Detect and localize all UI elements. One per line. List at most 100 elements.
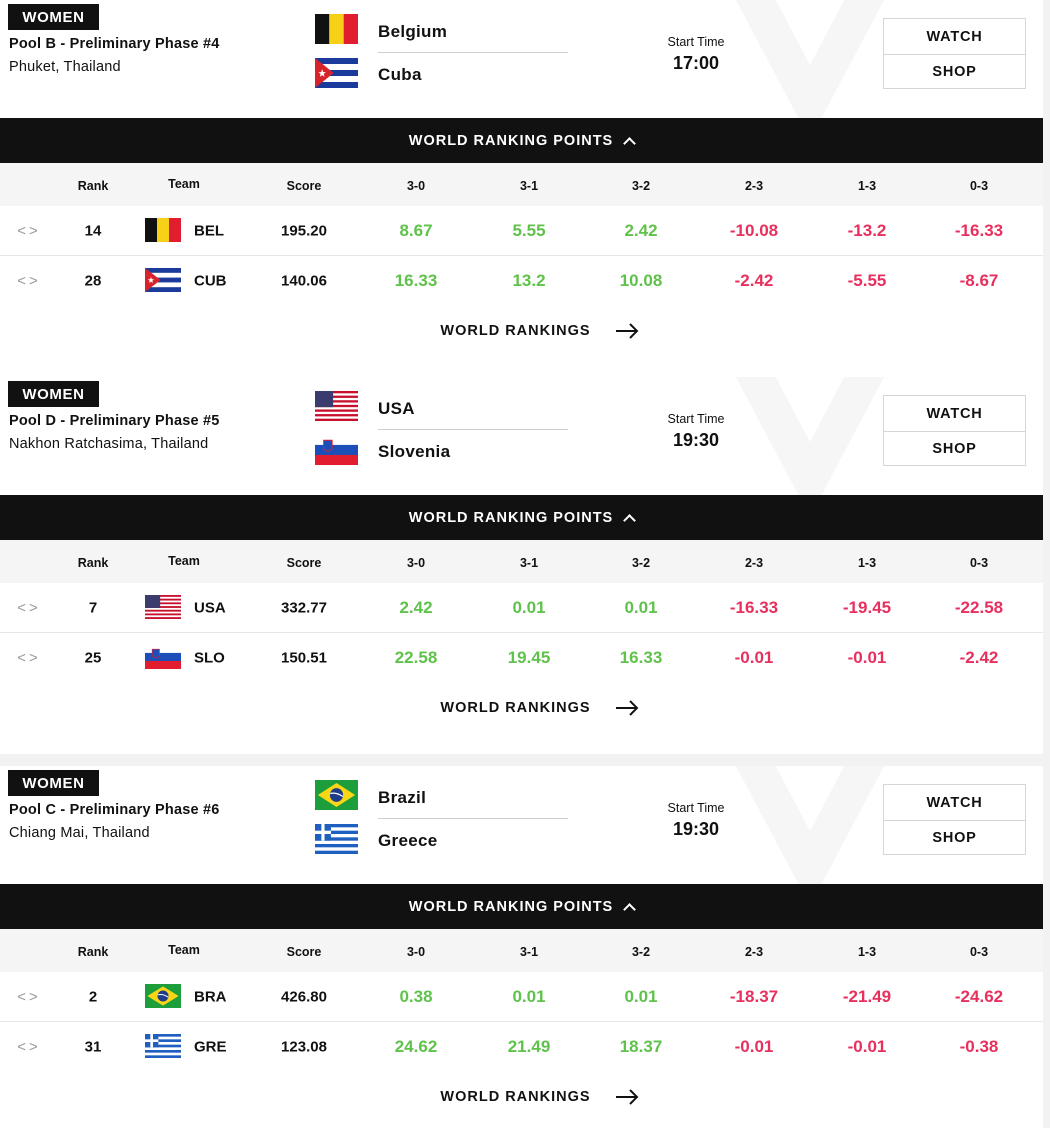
points-3-2: 2.42 xyxy=(624,220,658,240)
shop-button[interactable]: SHOP xyxy=(884,431,1025,466)
team-divider xyxy=(378,52,568,53)
action-buttons: WATCH SHOP xyxy=(883,18,1026,89)
team-a-name: USA xyxy=(378,399,415,418)
world-ranking-points-toggle[interactable]: WORLD RANKING POINTS xyxy=(0,495,1043,540)
arrow-right-icon xyxy=(615,700,638,716)
category-badge: WOMEN xyxy=(8,4,99,30)
points-3-0: 0.38 xyxy=(399,986,433,1006)
usa-flag xyxy=(145,595,181,619)
points-0-3: -8.67 xyxy=(959,271,999,290)
chevron-left-right-icon[interactable]: <> xyxy=(17,599,41,616)
world-ranking-points-toggle[interactable]: WORLD RANKING POINTS xyxy=(0,118,1043,163)
watch-button[interactable]: WATCH xyxy=(926,794,983,811)
points-0-3: -0.38 xyxy=(959,1037,999,1056)
chevron-left-right-icon[interactable]: <> xyxy=(17,272,41,290)
table-row: <> 14 BEL 195.20 8.67 5.55 2.42 -10.08 -… xyxy=(0,206,1043,256)
match-card: WOMEN Pool C - Preliminary Phase #6 Chia… xyxy=(0,766,1043,1128)
header-2-3: 2-3 xyxy=(744,556,764,570)
header-rank: Rank xyxy=(77,945,109,959)
table-row: <> 25 SLO 150.51 22.58 19.45 16.33 -0.01… xyxy=(0,633,1043,683)
points-3-2: 0.01 xyxy=(624,986,658,1006)
brazil-flag xyxy=(145,984,181,1008)
points-table-header: Rank Team Score 3-0 3-1 3-2 2-3 1-3 0-3 xyxy=(0,929,1043,972)
header-2-3: 2-3 xyxy=(744,179,764,193)
points-3-2: 10.08 xyxy=(619,271,663,290)
team-code: BEL xyxy=(194,222,224,239)
start-time: 19:30 xyxy=(672,430,720,450)
header-score: Score xyxy=(286,179,322,193)
points-3-1: 21.49 xyxy=(507,1037,551,1056)
chevron-up-icon xyxy=(623,902,637,916)
points-table-header: Rank Team Score 3-0 3-1 3-2 2-3 1-3 0-3 xyxy=(0,540,1043,583)
chevron-left-right-icon[interactable]: <> xyxy=(17,222,41,239)
watch-button[interactable]: WATCH xyxy=(926,28,983,45)
header-0-3: 0-3 xyxy=(969,945,989,959)
points-1-3: -13.2 xyxy=(847,220,887,240)
world-rankings-link[interactable]: WORLD RANKINGS xyxy=(0,1075,1043,1119)
table-row: <> 2 BRA 426.80 0.38 0.01 0.01 -18.37 -2… xyxy=(0,972,1043,1022)
match-card: WOMEN Pool D - Preliminary Phase #5 Nakh… xyxy=(0,377,1043,754)
arrow-right-icon xyxy=(615,1089,638,1105)
world-ranking-points-toggle[interactable]: WORLD RANKING POINTS xyxy=(0,884,1043,929)
header-3-2: 3-2 xyxy=(631,179,651,193)
header-3-1: 3-1 xyxy=(519,556,539,570)
header-rank: Rank xyxy=(77,556,109,570)
world-rankings-link[interactable]: WORLD RANKINGS xyxy=(0,686,1043,730)
points-2-3: -18.37 xyxy=(729,986,779,1006)
category-badge: WOMEN xyxy=(8,770,99,796)
world-ranking-points-label: WORLD RANKING POINTS xyxy=(408,509,614,526)
start-time-label: Start Time xyxy=(667,412,725,426)
world-rankings-link[interactable]: WORLD RANKINGS xyxy=(0,309,1043,353)
score-value: 140.06 xyxy=(281,272,327,290)
points-2-3: -16.33 xyxy=(729,597,779,617)
team-code: GRE xyxy=(194,1038,227,1056)
header-3-2: 3-2 xyxy=(631,556,651,570)
start-time: 19:30 xyxy=(672,819,720,839)
chevron-left-right-icon[interactable]: <> xyxy=(17,1038,41,1056)
rank-value: 25 xyxy=(84,649,102,667)
watermark-logo-icon xyxy=(735,0,885,118)
chevron-left-right-icon[interactable]: <> xyxy=(17,649,41,667)
match-header: WOMEN Pool D - Preliminary Phase #5 Nakh… xyxy=(0,377,1043,495)
header-3-1: 3-1 xyxy=(519,179,539,193)
points-2-3: -0.01 xyxy=(734,1037,774,1056)
points-1-3: -5.55 xyxy=(847,271,887,290)
rank-value: 28 xyxy=(84,272,102,290)
points-3-0: 2.42 xyxy=(399,597,433,617)
header-0-3: 0-3 xyxy=(969,556,989,570)
chevron-up-icon xyxy=(623,136,637,150)
team-b-name: Slovenia xyxy=(378,442,451,461)
pool-title: Pool D - Preliminary Phase #5 xyxy=(9,413,220,429)
world-rankings-label: WORLD RANKINGS xyxy=(440,700,591,716)
team-divider xyxy=(378,429,568,430)
points-2-3: -2.42 xyxy=(734,271,774,290)
points-2-3: -10.08 xyxy=(729,220,779,240)
header-team: Team xyxy=(168,554,200,568)
cuba-flag xyxy=(145,268,181,292)
watch-button[interactable]: WATCH xyxy=(926,405,983,422)
points-3-2: 18.37 xyxy=(619,1037,663,1056)
cuba-flag xyxy=(315,58,358,88)
category-badge: WOMEN xyxy=(8,381,99,407)
brazil-flag xyxy=(315,780,358,810)
points-3-1: 19.45 xyxy=(507,648,551,667)
score-value: 426.80 xyxy=(281,988,327,1005)
world-rankings-label: WORLD RANKINGS xyxy=(440,323,591,339)
header-3-0: 3-0 xyxy=(406,556,426,570)
team-code: CUB xyxy=(194,272,227,290)
score-value: 150.51 xyxy=(281,649,327,667)
points-3-1: 13.2 xyxy=(512,271,546,290)
usa-flag xyxy=(315,391,358,421)
points-3-1: 0.01 xyxy=(512,597,546,617)
match-card: WOMEN Pool B - Preliminary Phase #4 Phuk… xyxy=(0,0,1043,377)
table-row: <> 28 CUB 140.06 16.33 13.2 10.08 -2.42 … xyxy=(0,256,1043,306)
shop-button[interactable]: SHOP xyxy=(884,820,1025,855)
score-value: 123.08 xyxy=(281,1038,327,1056)
points-1-3: -21.49 xyxy=(842,986,892,1006)
header-3-0: 3-0 xyxy=(406,945,426,959)
header-team: Team xyxy=(168,943,200,957)
venue-label: Phuket, Thailand xyxy=(9,59,121,75)
shop-button[interactable]: SHOP xyxy=(884,54,1025,89)
chevron-left-right-icon[interactable]: <> xyxy=(17,988,41,1005)
watermark-logo-icon xyxy=(735,377,885,495)
